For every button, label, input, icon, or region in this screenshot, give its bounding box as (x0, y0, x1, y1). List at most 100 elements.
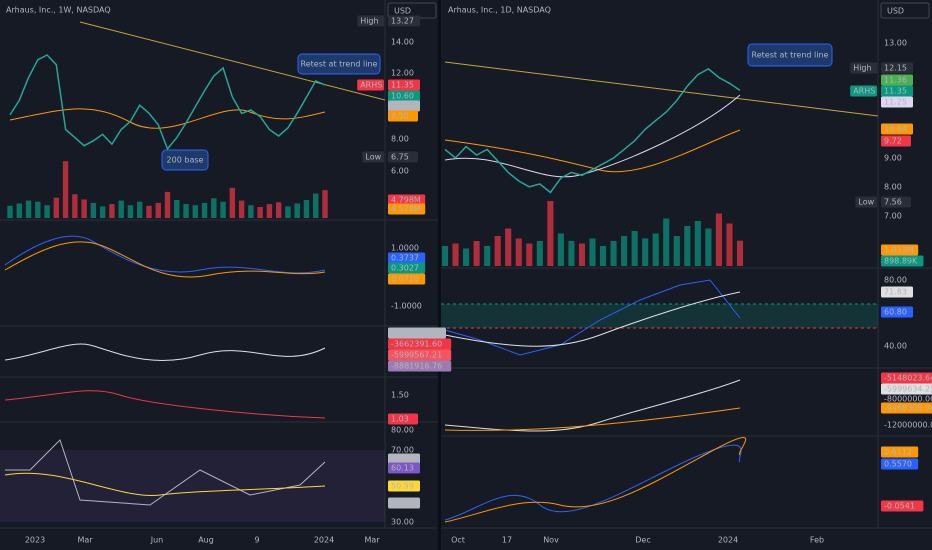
price-badge (388, 203, 426, 215)
price-badge (388, 462, 420, 474)
volume-bar (211, 198, 217, 218)
volume-bar (694, 221, 701, 266)
volume-bar (155, 202, 161, 218)
price-badge (388, 110, 418, 122)
volume-bar (53, 197, 60, 218)
price-label: 0.0710 (391, 275, 419, 284)
atr-line (4, 390, 326, 419)
scale-label: -8000000.00 (884, 395, 932, 404)
tag-badge (850, 62, 877, 74)
time-label: Dec (635, 536, 650, 545)
price-badge (881, 402, 932, 414)
price-line (444, 68, 741, 194)
volume-bar (35, 201, 41, 218)
price-line (9, 54, 326, 151)
tag-badge (362, 151, 384, 163)
price-badge (881, 383, 932, 395)
currency[interactable]: USD (887, 7, 904, 16)
volume-bar (631, 231, 638, 266)
price-badge (881, 62, 913, 74)
price-badge (881, 135, 911, 147)
volume-bar (127, 205, 134, 218)
callout-text: 200 base (167, 156, 204, 165)
price-label: 4.578M (391, 205, 421, 214)
price-badge (881, 458, 919, 470)
price-label: 0.3737 (391, 254, 419, 263)
price-badge (388, 480, 420, 492)
callout-text: Retest at trend line (752, 51, 829, 60)
tag-label: High (360, 17, 378, 26)
volume-bar (81, 199, 87, 218)
scale-label: 8.00 (884, 183, 902, 192)
moving-average (444, 129, 741, 173)
chart-title: Arhaus, Inc., 1W, NASDAQ (6, 6, 111, 15)
scale-label: 14.00 (391, 38, 414, 47)
price-badge (388, 15, 420, 27)
volume-bar (705, 228, 712, 266)
tag-label: High (853, 64, 871, 73)
price-label: 11.25 (884, 98, 907, 107)
divider (438, 0, 441, 550)
price-label: 12.15 (884, 64, 907, 73)
price-label: -5999634.25 (884, 385, 932, 394)
price-label: -8881916.76 (391, 362, 442, 371)
tag-label: Low (365, 153, 381, 162)
volume-bar (684, 226, 691, 266)
tag-badge (357, 15, 384, 27)
volume-bar (547, 201, 554, 266)
tag-label: ARHS (360, 81, 382, 90)
volume-bar (663, 218, 670, 266)
volume-bar (313, 193, 319, 218)
time-label: 2024 (718, 536, 738, 545)
price-badge (388, 90, 420, 102)
obv-line (4, 343, 326, 361)
scale-label: 12.00 (391, 69, 414, 78)
price-label: 10.64 (884, 125, 907, 134)
time-label: 2023 (25, 536, 45, 545)
price-badge (388, 360, 452, 372)
price-badge (881, 244, 919, 256)
volume-bar (174, 200, 180, 218)
price-label: 11.35 (884, 87, 907, 96)
volume-bar (294, 203, 300, 218)
volume-bar (673, 236, 680, 266)
scale-label: 1.50 (391, 391, 409, 400)
price-badge (881, 85, 913, 97)
volume-bar (484, 246, 491, 266)
volume-bar (557, 233, 564, 266)
price-label: 11.36 (884, 76, 907, 85)
currency-button[interactable] (880, 2, 930, 19)
time-label: Jun (150, 536, 164, 545)
rsi-band (0, 450, 385, 522)
time-label: Feb (810, 536, 824, 545)
price-label: 71.83 (884, 288, 907, 297)
chart-title: Arhaus, Inc., 1D, NASDAQ (448, 6, 551, 15)
volume-bar (578, 243, 586, 266)
volume-bar (736, 240, 744, 266)
callout (297, 53, 381, 75)
tag-label: Low (858, 198, 874, 207)
price-badge (388, 453, 420, 465)
volume-bar (201, 202, 208, 218)
price-label: 0.6112 (884, 448, 912, 457)
price-label: 10.23 (391, 102, 414, 111)
volume-bar (137, 201, 143, 218)
price-label: 0.3027 (391, 264, 419, 273)
tag-label: ARHS (853, 87, 875, 96)
price-badge (388, 338, 452, 350)
volume-bar (16, 203, 22, 218)
price-badge (388, 79, 420, 91)
volume-bar (285, 206, 291, 218)
currency[interactable]: USD (394, 7, 411, 16)
time-label: Oct (451, 536, 465, 545)
price-label: 7.56 (884, 198, 902, 207)
moving-average (9, 108, 326, 129)
volume-bar (610, 241, 617, 266)
price-label: 898.89K (884, 257, 918, 266)
volume-bar (99, 206, 106, 218)
trend-line (79, 21, 386, 101)
price-badge (388, 273, 426, 285)
price-label: 9.50 (391, 112, 409, 121)
